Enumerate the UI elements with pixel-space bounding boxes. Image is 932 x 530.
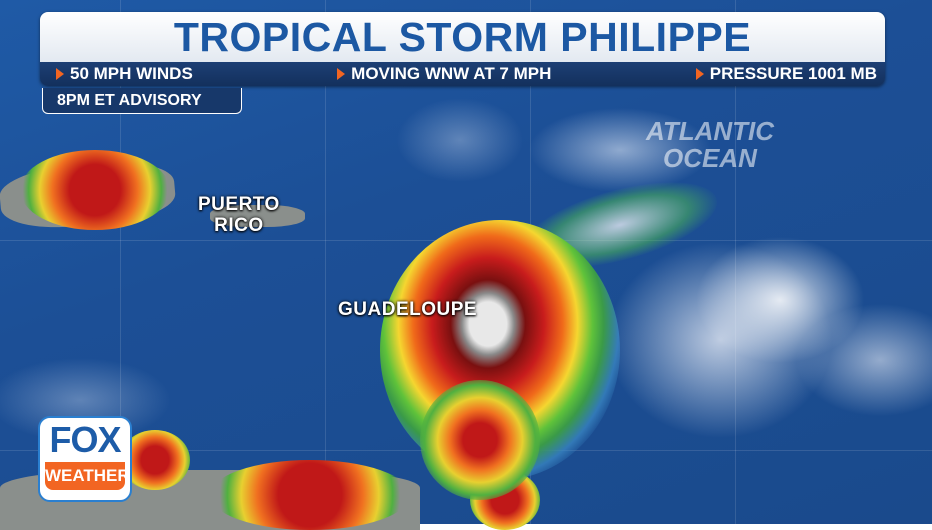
storm-cell [20, 150, 170, 230]
label-puerto-rico: PUERTO RICO [198, 194, 280, 236]
storm-facts: 50 MPH WINDS MOVING WNW AT 7 MPH PRESSUR… [40, 62, 885, 86]
grid-line [325, 0, 326, 524]
puerto-rico-land [210, 205, 305, 227]
storm-band [420, 380, 540, 500]
storm-cell [210, 460, 410, 530]
triangle-right-icon [695, 68, 704, 80]
grid-line [120, 0, 121, 524]
label-guadeloupe: GUADELOUPE [338, 299, 478, 320]
logo-weather: WEATHER [45, 462, 130, 490]
fox-weather-logo: FOX WEATHER [38, 416, 132, 502]
storm-title: TROPICAL STORM PHILIPPE [40, 12, 885, 62]
advisory-badge: 8PM ET ADVISORY [42, 88, 242, 114]
label-atlantic-ocean: ATLANTIC OCEAN [645, 116, 775, 173]
fact-pressure: PRESSURE 1001 MB [695, 64, 877, 84]
fact-winds: 50 MPH WINDS [56, 64, 193, 84]
triangle-right-icon [337, 68, 346, 80]
triangle-right-icon [56, 68, 64, 80]
grid-line [735, 0, 736, 524]
fact-movement: MOVING WNW AT 7 MPH [337, 64, 551, 84]
storm-header: TROPICAL STORM PHILIPPE 50 MPH WINDS MOV… [40, 12, 885, 86]
logo-fox: FOX [49, 419, 121, 460]
